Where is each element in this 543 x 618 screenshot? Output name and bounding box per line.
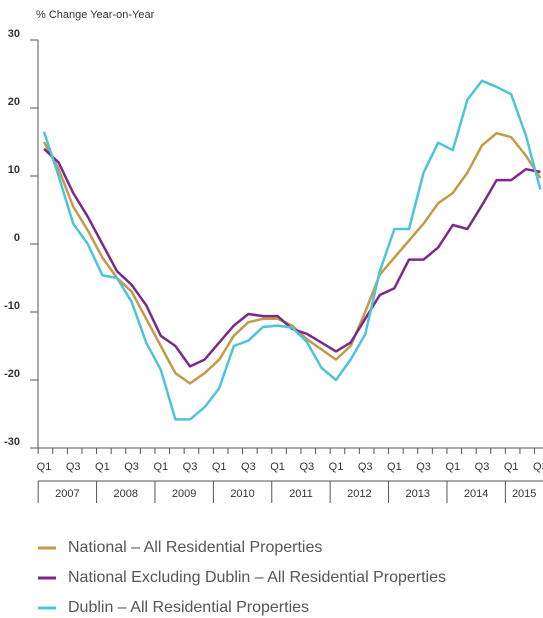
x-tick-label: Q3 bbox=[124, 461, 139, 473]
x-tick-label: Q3 bbox=[66, 461, 81, 473]
year-label: 2014 bbox=[464, 488, 488, 500]
y-tick-label: 30 bbox=[8, 28, 20, 40]
x-tick-label: Q1 bbox=[153, 461, 168, 473]
y-tick-label: 10 bbox=[8, 164, 20, 176]
series-line bbox=[42, 131, 542, 385]
year-label: 2011 bbox=[289, 488, 313, 500]
x-tick-label: Q1 bbox=[387, 461, 402, 473]
legend-label: National – All Residential Properties bbox=[68, 539, 322, 556]
year-label: 2012 bbox=[347, 488, 371, 500]
series-line bbox=[42, 79, 542, 421]
x-tick-label: Q1 bbox=[212, 461, 227, 473]
y-tick-label: 20 bbox=[8, 96, 20, 108]
year-label: 2015 bbox=[512, 488, 536, 500]
x-tick-label: Q1 bbox=[445, 461, 460, 473]
x-tick-label: Q1 bbox=[504, 461, 519, 473]
y-tick-label: 0 bbox=[14, 232, 20, 244]
legend-label: Dublin – All Residential Properties bbox=[68, 599, 309, 616]
legend-label: National Excluding Dublin – All Resident… bbox=[68, 569, 446, 586]
x-tick-label: Q3 bbox=[416, 461, 431, 473]
year-label: 2013 bbox=[406, 488, 430, 500]
y-tick-label: -30 bbox=[4, 436, 20, 448]
x-tick-label: Q3 bbox=[475, 461, 490, 473]
x-tick-label: Q1 bbox=[329, 461, 344, 473]
year-label: 2008 bbox=[114, 488, 138, 500]
x-tick-label: Q3 bbox=[358, 461, 373, 473]
x-tick-label: Q3 bbox=[241, 461, 256, 473]
year-label: 2007 bbox=[55, 488, 79, 500]
x-tick-label: Q1 bbox=[270, 461, 285, 473]
x-tick-label: Q3 bbox=[299, 461, 314, 473]
x-tick-label: Q3 bbox=[533, 461, 543, 473]
series-line bbox=[43, 147, 541, 368]
year-label: 2010 bbox=[230, 488, 254, 500]
y-tick-label: -20 bbox=[4, 368, 20, 380]
year-label: 2009 bbox=[172, 488, 196, 500]
y-tick-label: -10 bbox=[4, 300, 20, 312]
x-tick-label: Q1 bbox=[37, 461, 52, 473]
y-axis-title: % Change Year-on-Year bbox=[36, 9, 155, 21]
x-tick-label: Q1 bbox=[95, 461, 110, 473]
x-tick-label: Q3 bbox=[183, 461, 198, 473]
